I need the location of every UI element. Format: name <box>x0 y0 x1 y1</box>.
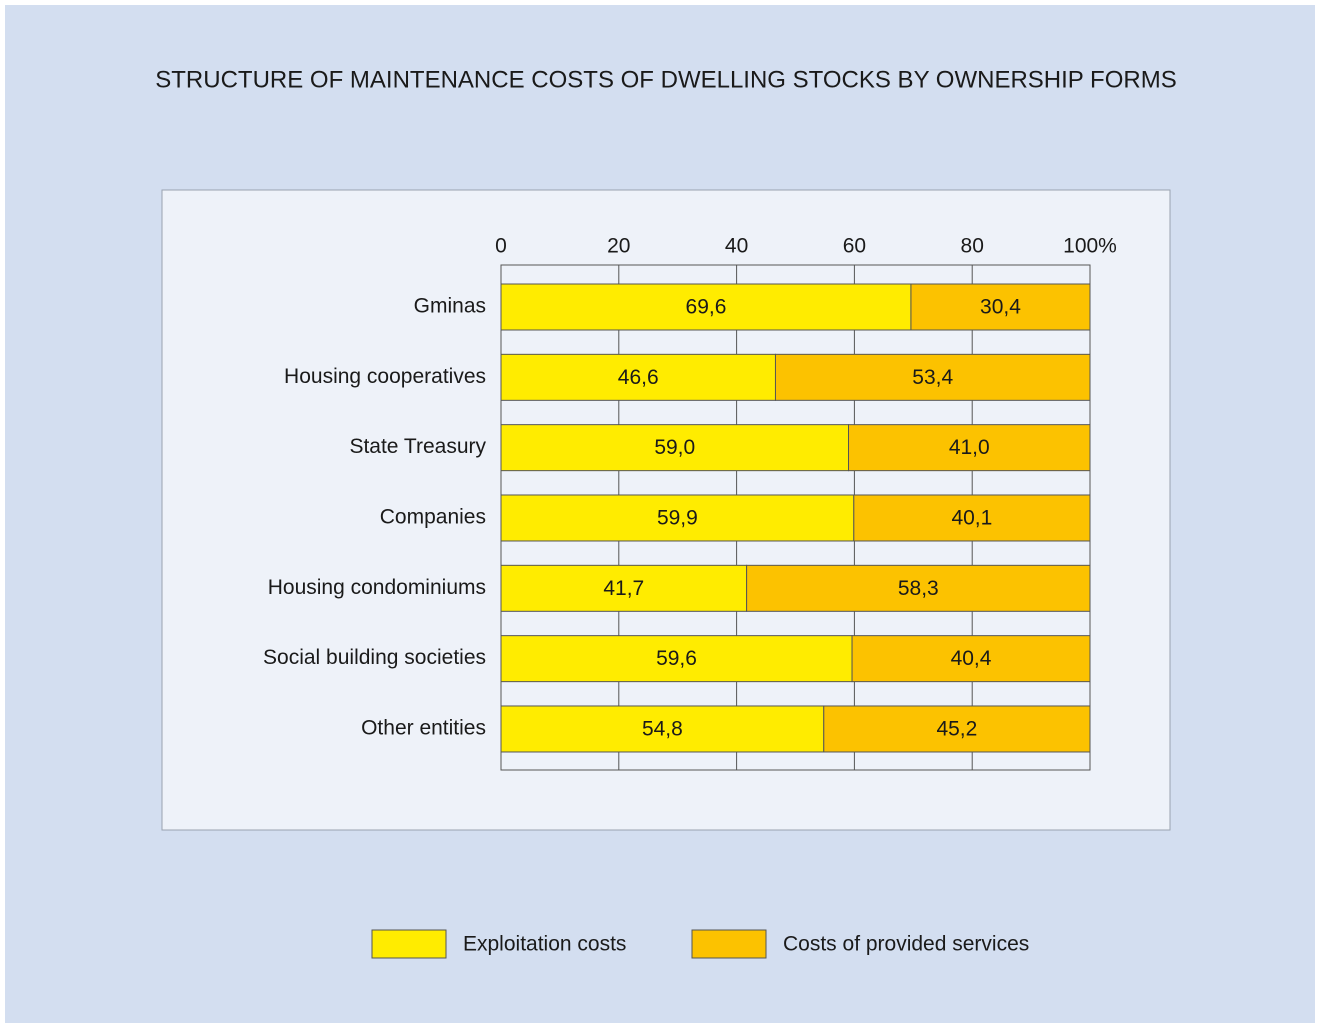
bar-segment <box>500 494 855 542</box>
data-label: 53,4 <box>912 366 953 389</box>
data-label: 41,7 <box>603 577 644 600</box>
bar-segment <box>910 283 1091 331</box>
x-tick-label: 100% <box>1063 235 1117 258</box>
x-tick-label: 20 <box>607 235 630 258</box>
y-tick-label: Housing cooperatives <box>284 365 486 388</box>
bar-segment <box>500 424 850 472</box>
data-label: 54,8 <box>642 718 683 741</box>
bar-segment <box>823 705 1091 753</box>
bar-segment <box>774 353 1091 401</box>
data-label: 59,6 <box>656 647 697 670</box>
bar-segment <box>851 635 1091 683</box>
data-label: 46,6 <box>618 366 659 389</box>
data-label: 45,2 <box>936 718 977 741</box>
bar-segment <box>853 494 1091 542</box>
bar-segment <box>746 564 1091 612</box>
legend-swatch <box>371 929 447 959</box>
bar-segment <box>500 705 825 753</box>
data-label: 30,4 <box>980 296 1021 319</box>
bar-segment <box>500 564 748 612</box>
data-label: 59,0 <box>654 436 695 459</box>
legend-label: Costs of provided services <box>783 933 1029 956</box>
data-label: 40,1 <box>951 507 992 530</box>
bar-segment <box>500 353 776 401</box>
y-tick-label: Companies <box>380 506 486 529</box>
data-label: 59,9 <box>657 507 698 530</box>
bar-segment <box>500 283 912 331</box>
legend-swatch <box>691 929 767 959</box>
legend-label: Exploitation costs <box>463 933 626 956</box>
x-tick-label: 60 <box>843 235 866 258</box>
data-label: 69,6 <box>686 296 727 319</box>
x-tick-label: 80 <box>961 235 984 258</box>
y-tick-label: State Treasury <box>349 435 486 458</box>
bar-segment <box>848 424 1091 472</box>
y-tick-label: Social building societies <box>263 646 486 669</box>
chart-title: STRUCTURE OF MAINTENANCE COSTS OF DWELLI… <box>155 66 1176 93</box>
data-label: 41,0 <box>949 436 990 459</box>
x-tick-label: 0 <box>495 235 507 258</box>
data-label: 58,3 <box>898 577 939 600</box>
bar-segment <box>500 635 853 683</box>
y-tick-label: Other entities <box>361 717 486 740</box>
data-label: 40,4 <box>951 647 992 670</box>
y-tick-label: Gminas <box>414 295 486 318</box>
y-tick-label: Housing condominiums <box>268 576 486 599</box>
x-tick-label: 40 <box>725 235 748 258</box>
